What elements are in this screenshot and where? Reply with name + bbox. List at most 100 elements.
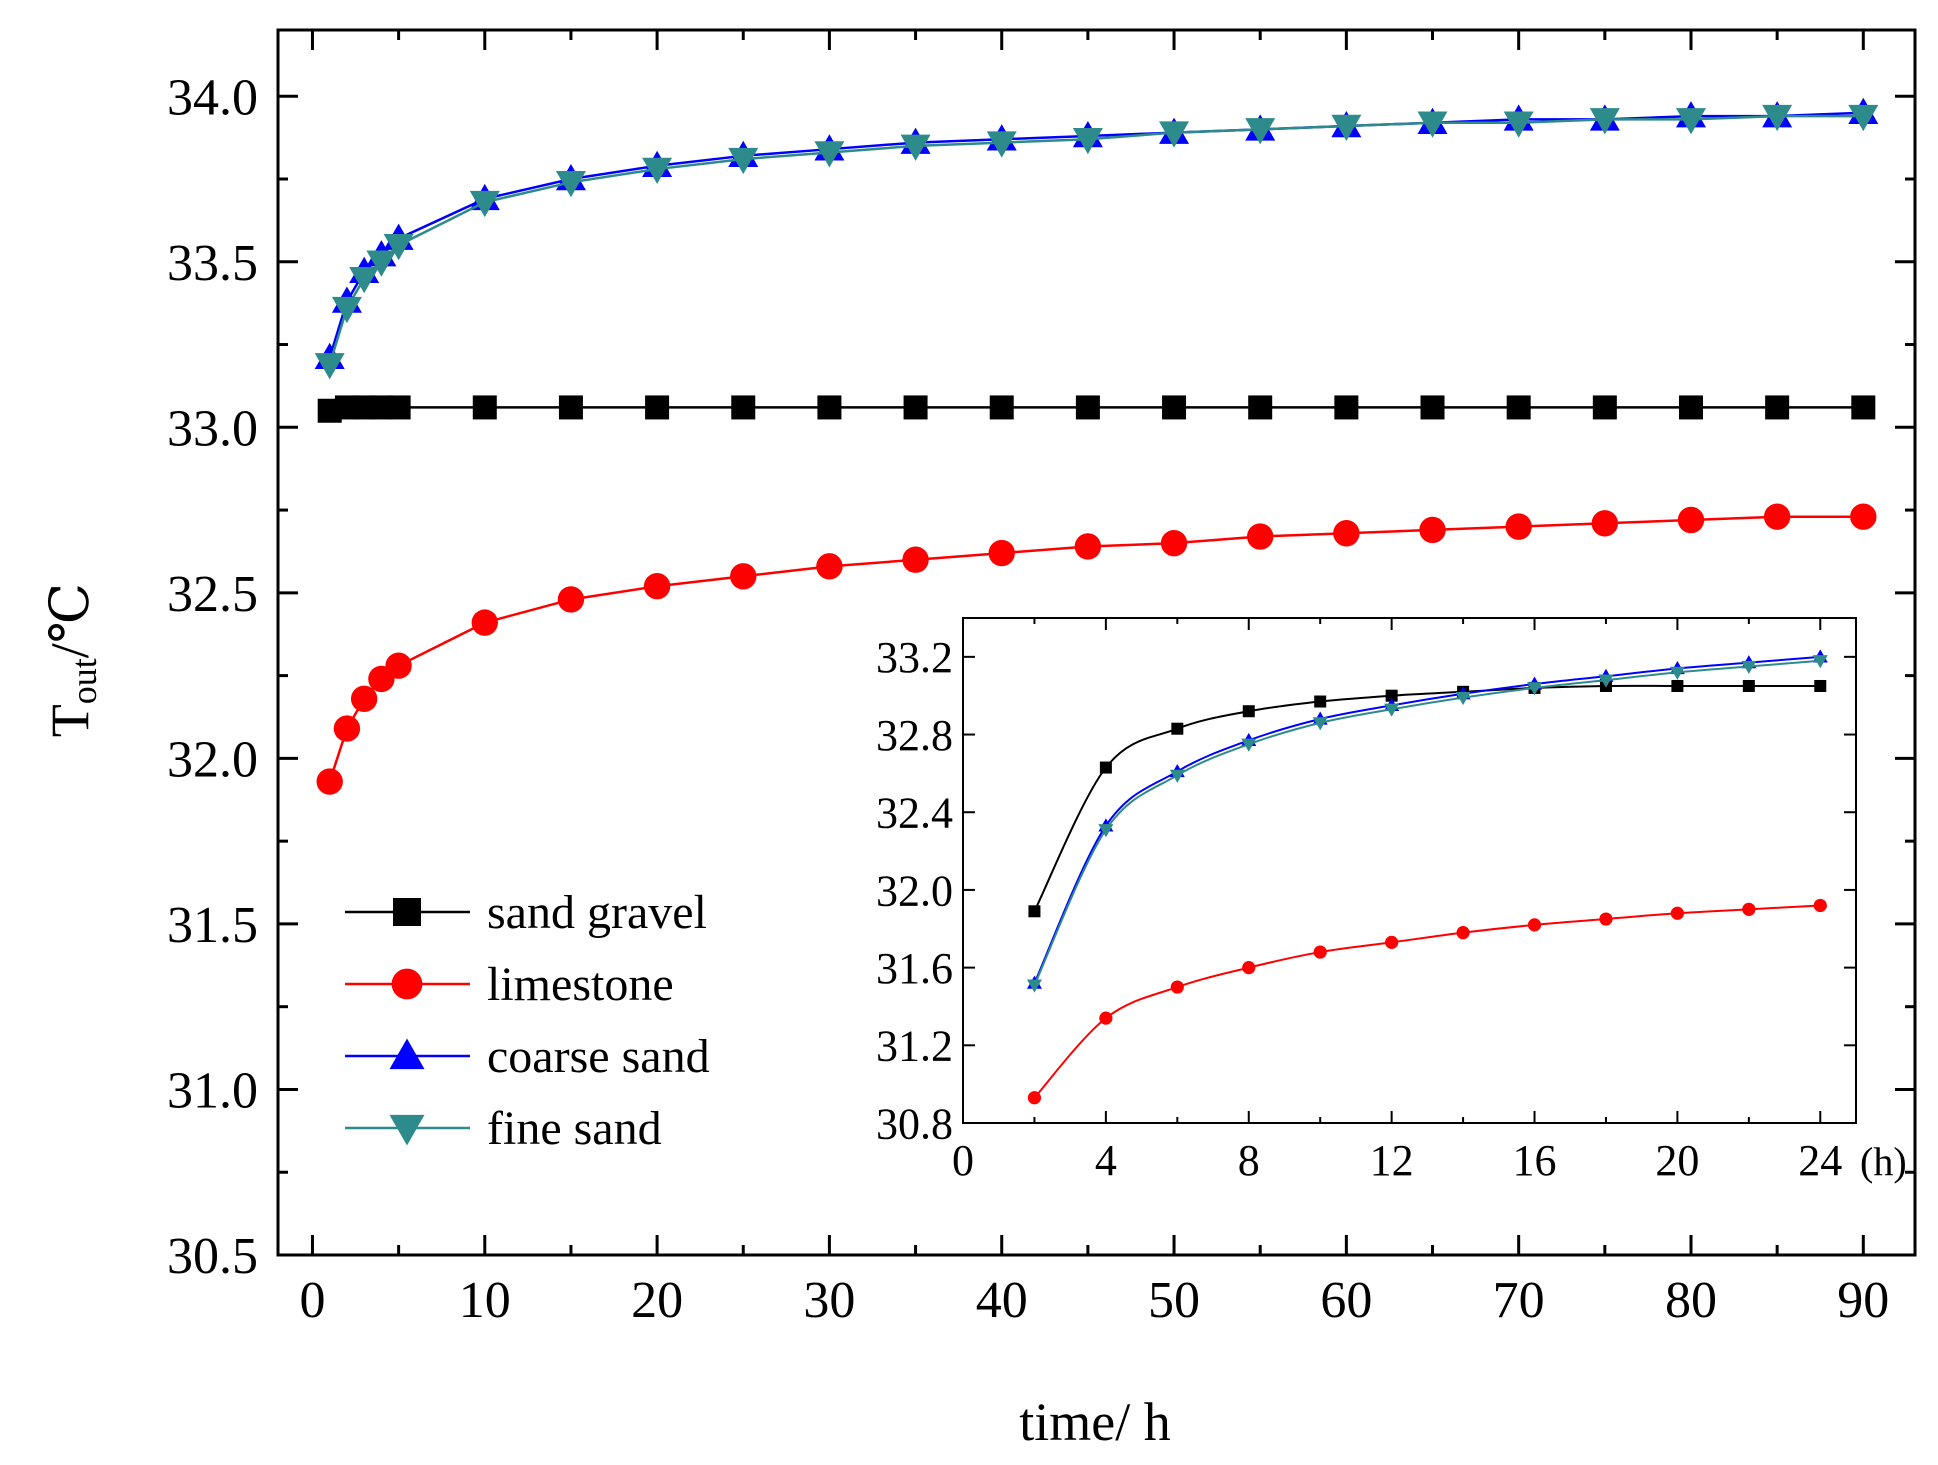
- point-sand-gravel: [386, 395, 411, 420]
- line-coarse-sand: [328, 111, 1864, 359]
- point-sand-gravel: [1162, 395, 1187, 420]
- point-sand-gravel: [731, 395, 756, 420]
- point-sand-gravel: [1506, 395, 1531, 420]
- point-limestone: [1505, 513, 1532, 540]
- point-limestone: [1247, 523, 1274, 550]
- legend-marker-fine-sand: [389, 1114, 425, 1146]
- y-axis-title-main: T: [40, 704, 100, 737]
- point-sand-gravel: [1592, 395, 1617, 420]
- point-sand-gravel: [903, 395, 928, 420]
- point-sand-gravel: [558, 395, 583, 420]
- inset-y-tick-label: 31.2: [876, 1022, 953, 1071]
- point-sand-gravel: [1334, 395, 1359, 420]
- x-tick-label: 20: [631, 1272, 683, 1329]
- point-sand-gravel: [1075, 395, 1100, 420]
- inset-series-fine-sand: [1026, 655, 1828, 993]
- x-tick-label: 70: [1493, 1272, 1545, 1329]
- point-limestone: [1074, 533, 1102, 560]
- x-tick-label: 0: [299, 1272, 325, 1329]
- series-fine-sand: [314, 104, 1879, 380]
- legend-item-coarse-sand: coarse sand: [345, 1030, 710, 1083]
- point-limestone: [1160, 529, 1188, 557]
- point-sand-gravel: [1851, 395, 1876, 420]
- inset-point-fine-sand: [1241, 738, 1257, 752]
- inset-plot: 0 4 8 12 16 20 24 30.8 31.2 31.6 32.0 32.4 32.8 33.2 (…: [876, 617, 1907, 1185]
- point-sand-gravel: [645, 395, 670, 420]
- y-tick-label: 33.5: [167, 235, 258, 292]
- legend-label-coarse-sand: coarse sand: [487, 1030, 710, 1083]
- point-sand-gravel: [1420, 395, 1445, 420]
- legend-label-sand-gravel: sand gravel: [487, 886, 707, 939]
- point-fine-sand: [1331, 114, 1362, 142]
- point-limestone: [1591, 510, 1619, 537]
- inset-point-limestone: [1099, 1011, 1113, 1025]
- inset-point-limestone: [1170, 980, 1184, 994]
- inset-y-tick-label: 32.8: [876, 711, 953, 760]
- point-fine-sand: [728, 147, 759, 175]
- frame: [276, 28, 1917, 1257]
- point-fine-sand: [1589, 108, 1620, 135]
- inset-y-tick-label: 33.2: [876, 633, 953, 682]
- point-limestone: [1677, 506, 1705, 534]
- y-tick-label: 32.5: [167, 566, 258, 623]
- line-fine-sand: [328, 114, 1864, 365]
- inset-x-tick-label: 12: [1370, 1136, 1414, 1185]
- y-tick-label: 31.5: [167, 897, 258, 954]
- point-sand-gravel: [1678, 395, 1703, 420]
- inset-point-fine-sand: [1669, 666, 1685, 680]
- point-limestone: [1333, 520, 1360, 547]
- inset-point-fine-sand: [1527, 682, 1543, 696]
- point-fine-sand: [314, 353, 345, 380]
- point-sand-gravel: [1765, 395, 1790, 420]
- point-fine-sand: [469, 190, 500, 218]
- inset-x-tick-label: 4: [1095, 1136, 1117, 1185]
- inset-point-sand-gravel: [1242, 705, 1255, 718]
- inset-point-fine-sand: [1598, 674, 1614, 688]
- x-tick-label: 40: [976, 1272, 1028, 1329]
- inset-point-fine-sand: [1098, 824, 1114, 838]
- point-limestone: [1850, 503, 1877, 530]
- point-limestone: [1763, 503, 1791, 530]
- inset-point-sand-gravel: [1671, 679, 1684, 692]
- inset-x-tick-label: 24: [1798, 1136, 1842, 1185]
- x-tick-label: 60: [1320, 1272, 1372, 1329]
- point-sand-gravel: [989, 395, 1014, 420]
- y-tick-label: 30.5: [167, 1228, 258, 1285]
- inset-x-tick-label: 8: [1238, 1136, 1260, 1185]
- inset-y-tick-label: 30.8: [876, 1099, 953, 1148]
- point-fine-sand: [814, 141, 845, 168]
- point-limestone: [557, 586, 585, 613]
- main-plot: 0 10 20 30 40 50 60 70 80 9030.531.031.532.032.53…: [40, 28, 1917, 1452]
- point-fine-sand: [1675, 108, 1706, 135]
- point-sand-gravel: [1248, 395, 1273, 420]
- series-limestone: [316, 503, 1877, 795]
- y-axis-title-unit: /℃: [40, 583, 100, 658]
- point-fine-sand: [1159, 121, 1190, 148]
- y-tick-label: 33.0: [167, 400, 258, 457]
- point-limestone: [902, 546, 929, 573]
- inset-y-tick-label: 32.0: [876, 866, 953, 915]
- legend-marker-sand-gravel: [393, 898, 421, 926]
- inset-point-limestone: [1242, 961, 1256, 975]
- inset-point-sand-gravel: [1314, 695, 1327, 708]
- x-tick-label: 50: [1148, 1272, 1200, 1329]
- point-limestone: [643, 573, 671, 600]
- point-fine-sand: [986, 131, 1017, 158]
- inset-point-fine-sand: [1026, 979, 1042, 993]
- inset-point-limestone: [1527, 918, 1542, 932]
- inset-point-fine-sand: [1312, 717, 1328, 731]
- point-limestone: [316, 768, 343, 795]
- legend-label-fine-sand: fine sand: [487, 1102, 662, 1155]
- inset-point-sand-gravel: [1385, 689, 1398, 702]
- y-axis-title-sub: out: [64, 658, 104, 704]
- inset-point-limestone: [1742, 902, 1756, 916]
- inset-y-tick-label: 32.4: [876, 789, 953, 838]
- inset-series-limestone: [1027, 898, 1827, 1105]
- point-fine-sand: [331, 296, 362, 324]
- y-tick-label: 31.0: [167, 1063, 258, 1120]
- inset-y-tick-label: 31.6: [876, 944, 953, 993]
- point-limestone: [333, 715, 361, 742]
- legend-item-limestone: limestone: [345, 958, 674, 1011]
- inset-point-sand-gravel: [1742, 679, 1755, 692]
